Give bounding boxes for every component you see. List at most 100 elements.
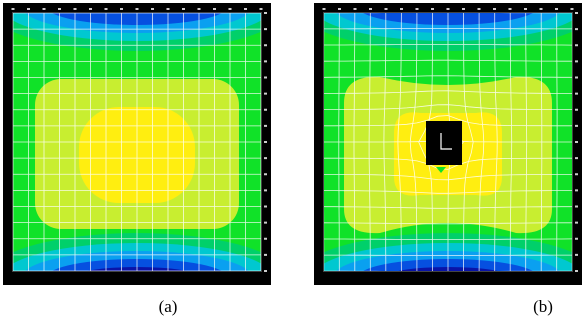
- contour-plot-a: [11, 8, 267, 272]
- tick-top: [462, 8, 465, 10]
- tick-top: [197, 8, 201, 10]
- mesh-line-v: [540, 13, 543, 271]
- tick-right: [575, 205, 578, 208]
- tick-right: [264, 108, 267, 111]
- tick-right: [264, 141, 267, 143]
- mesh-line-v: [525, 13, 528, 271]
- hole-tip: [436, 167, 446, 173]
- tick-right: [264, 28, 267, 31]
- contour-plot-b: [322, 8, 578, 272]
- tick-top: [415, 8, 419, 10]
- tick-top: [213, 8, 216, 10]
- tick-top: [89, 8, 92, 10]
- caption-b: (b): [533, 297, 553, 316]
- tick-top: [431, 8, 434, 10]
- plot-border: [12, 12, 262, 272]
- tick-right: [575, 189, 578, 192]
- tick-right: [575, 92, 578, 95]
- mesh-line-v: [509, 13, 513, 271]
- tick-top: [400, 8, 403, 10]
- mesh-line-h: [324, 190, 572, 194]
- tick-top: [11, 8, 15, 10]
- mesh-line-v: [447, 13, 464, 271]
- tick-right: [264, 92, 267, 95]
- tick-top: [151, 8, 154, 10]
- mesh-line-v: [494, 13, 498, 271]
- tick-top: [570, 8, 574, 10]
- hole-marker: [440, 133, 452, 150]
- tick-right: [575, 108, 578, 111]
- mesh-line-h: [324, 238, 572, 240]
- contour-plot-panel-a: [3, 3, 271, 285]
- plot-border: [323, 12, 573, 272]
- tick-right: [575, 221, 578, 224]
- hole: [426, 121, 462, 165]
- tick-top: [353, 8, 357, 10]
- mesh-line-h: [324, 157, 572, 170]
- tick-top: [369, 8, 372, 10]
- tick-top: [539, 8, 543, 10]
- tick-right: [575, 76, 578, 79]
- tick-right: [264, 12, 267, 14]
- tick-right: [575, 173, 578, 176]
- tick-right: [575, 253, 578, 256]
- tick-top: [120, 8, 123, 10]
- tick-right: [264, 270, 267, 272]
- tick-top: [555, 8, 558, 10]
- tick-right: [264, 237, 267, 240]
- tick-top: [228, 8, 232, 10]
- contour-plot-panel-b: [314, 3, 582, 285]
- mesh-grid: [324, 13, 572, 271]
- tick-right: [575, 60, 578, 63]
- mesh-line-h: [324, 174, 572, 181]
- tick-top: [524, 8, 527, 10]
- tick-top: [58, 8, 61, 10]
- tick-right: [575, 124, 578, 127]
- mesh-grid: [13, 13, 261, 271]
- caption-a: (a): [158, 297, 178, 316]
- tick-right: [575, 12, 578, 14]
- tick-top: [135, 8, 139, 10]
- tick-right: [264, 157, 267, 160]
- tick-right: [264, 221, 267, 224]
- mesh-line-h: [324, 222, 572, 225]
- tick-right: [575, 237, 578, 240]
- tick-top: [27, 8, 30, 10]
- tick-top: [446, 8, 450, 10]
- tick-top: [384, 8, 388, 10]
- edge-ticks: [322, 8, 578, 272]
- tick-right: [264, 173, 267, 176]
- mesh-line-h: [324, 104, 572, 110]
- tick-top: [104, 8, 108, 10]
- tick-top: [73, 8, 77, 10]
- tick-top: [477, 8, 481, 10]
- tick-right: [264, 60, 267, 63]
- tick-top: [244, 8, 247, 10]
- tick-top: [322, 8, 326, 10]
- contour-field: [324, 13, 572, 271]
- tick-top: [182, 8, 185, 10]
- tick-top: [166, 8, 170, 10]
- tick-right: [264, 44, 267, 47]
- tick-top: [259, 8, 263, 10]
- tick-top: [338, 8, 341, 10]
- mesh-line-h: [324, 206, 572, 209]
- tick-top: [493, 8, 496, 10]
- mesh-line-h: [324, 115, 572, 127]
- contour-field: [13, 13, 261, 271]
- tick-right: [264, 76, 267, 79]
- tick-top: [42, 8, 46, 10]
- mesh-line-v: [463, 13, 474, 271]
- tick-right: [575, 270, 578, 272]
- edge-ticks: [11, 8, 267, 272]
- mesh-line-v: [478, 13, 485, 271]
- tick-right: [264, 124, 267, 127]
- tick-right: [264, 253, 267, 256]
- tick-right: [264, 205, 267, 208]
- tick-right: [575, 141, 578, 143]
- tick-right: [264, 189, 267, 192]
- tick-right: [575, 44, 578, 47]
- tick-right: [575, 28, 578, 31]
- tick-right: [575, 157, 578, 160]
- tick-top: [508, 8, 512, 10]
